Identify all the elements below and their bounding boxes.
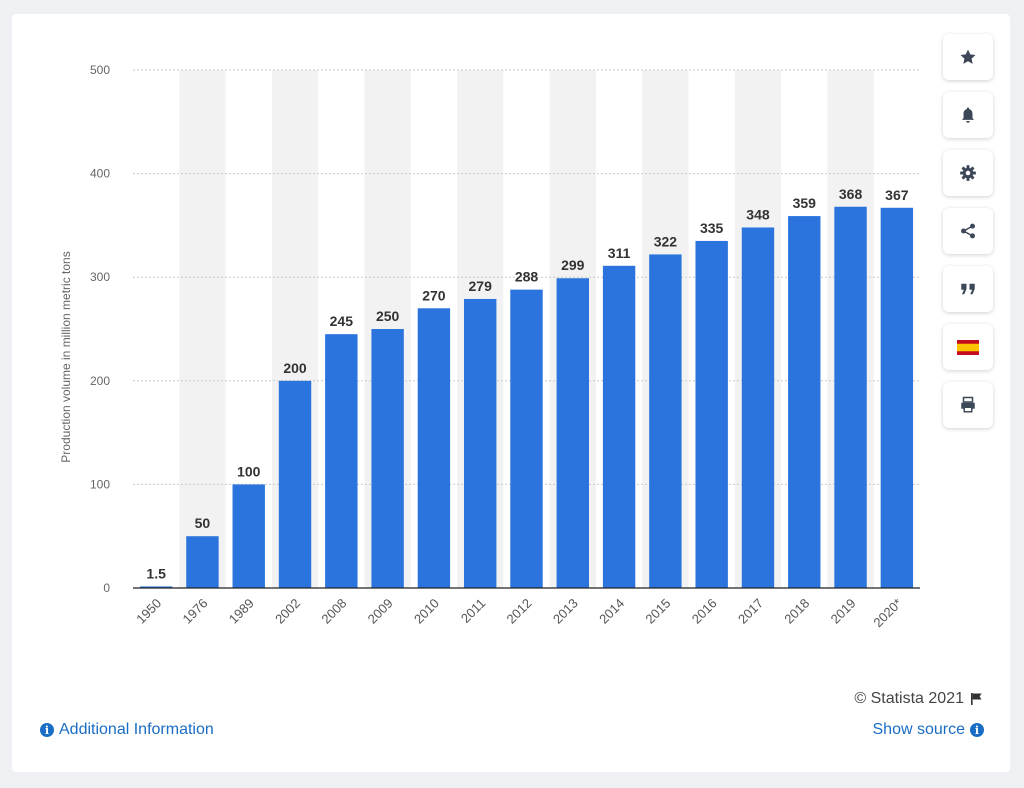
x-tick-label: 2018 <box>781 596 812 627</box>
y-tick-label: 200 <box>90 374 110 388</box>
bar-value-label: 335 <box>700 220 724 236</box>
bar <box>556 278 589 588</box>
y-tick-label: 400 <box>90 167 110 181</box>
toolbar <box>943 34 993 440</box>
bar-value-label: 50 <box>195 515 211 531</box>
bar <box>278 380 312 588</box>
y-tick-label: 0 <box>103 581 110 595</box>
bar-value-label: 245 <box>330 313 354 329</box>
share-icon <box>961 223 975 239</box>
bar-value-label: 367 <box>885 187 909 203</box>
copyright-text: © Statista 2021 <box>854 690 964 707</box>
x-tick-label: 2011 <box>458 596 488 626</box>
bar <box>788 216 821 589</box>
print-button[interactable] <box>943 382 993 428</box>
bar-value-label: 368 <box>839 186 863 202</box>
x-tick-label: 2020* <box>870 596 905 631</box>
x-tick-label: 2013 <box>550 596 581 627</box>
additional-information-link[interactable]: i Additional Information <box>40 721 214 739</box>
bar-value-label: 279 <box>469 278 493 294</box>
bar-value-label: 299 <box>561 257 585 273</box>
favorite-button[interactable] <box>943 34 993 80</box>
x-tick-label: 2012 <box>504 596 535 627</box>
bar-value-label: 1.5 <box>146 565 166 581</box>
bar-value-label: 359 <box>793 195 817 211</box>
x-tick-label: 2014 <box>596 596 627 627</box>
bar-value-label: 288 <box>515 269 539 285</box>
x-tick-label: 2002 <box>272 596 303 627</box>
quote-icon <box>961 283 975 295</box>
y-tick-label: 100 <box>90 477 110 491</box>
y-tick-label: 300 <box>90 270 110 284</box>
x-tick-label: 2009 <box>365 596 396 627</box>
bar <box>464 298 497 588</box>
cite-button[interactable] <box>943 266 993 312</box>
printer-icon <box>961 396 975 413</box>
x-tick-label: 2015 <box>642 596 673 627</box>
language-button[interactable] <box>943 324 993 370</box>
x-tick-label: 2017 <box>735 596 766 627</box>
background-band <box>179 70 226 588</box>
show-source-label: Show source <box>872 721 966 738</box>
bar <box>834 206 867 588</box>
x-tick-label: 2019 <box>828 596 859 627</box>
info-icon: i <box>40 723 54 737</box>
bar-value-label: 311 <box>608 245 631 261</box>
y-tick-label: 500 <box>90 63 110 77</box>
show-source-link[interactable]: Show source i <box>872 721 984 739</box>
x-tick-label: 2010 <box>411 596 442 627</box>
x-tick-label: 1950 <box>133 596 164 627</box>
x-tick-label: 1989 <box>226 596 257 627</box>
bar <box>880 207 914 588</box>
star-icon <box>960 49 976 64</box>
bar <box>510 289 543 588</box>
x-tick-label: 2016 <box>689 596 720 627</box>
bar-value-label: 200 <box>283 360 307 376</box>
settings-button[interactable] <box>943 150 993 196</box>
bar <box>186 536 219 588</box>
gear-icon <box>960 165 976 181</box>
bar <box>232 484 265 588</box>
notification-button[interactable] <box>943 92 993 138</box>
x-tick-label: 1976 <box>180 596 211 627</box>
y-axis-label: Production volume in million metric tons <box>59 251 73 462</box>
bar <box>417 308 451 588</box>
bar-value-label: 348 <box>746 206 770 222</box>
flag-icon[interactable] <box>970 692 984 706</box>
bar <box>649 254 682 588</box>
additional-information-label: Additional Information <box>59 721 214 738</box>
bar <box>371 329 404 588</box>
bar-value-label: 250 <box>376 308 400 324</box>
spain-flag-icon <box>957 339 979 355</box>
bar <box>139 586 173 588</box>
bar-value-label: 100 <box>237 463 261 479</box>
bar-value-label: 270 <box>422 287 446 303</box>
copyright: © Statista 2021 <box>854 690 984 708</box>
share-button[interactable] <box>943 208 993 254</box>
bar <box>325 334 358 588</box>
bell-icon <box>962 107 974 123</box>
chart-card: 0 100 200 300 400 500 Production volume in mil… <box>12 14 1010 772</box>
bar <box>741 227 775 589</box>
bar-value-label: 322 <box>654 233 678 249</box>
x-tick-label: 2008 <box>318 596 349 627</box>
info-icon: i <box>970 723 984 737</box>
bar-chart: 0 100 200 300 400 500 Production volume in mil… <box>59 63 920 631</box>
bar <box>695 240 728 588</box>
bar <box>602 265 636 588</box>
